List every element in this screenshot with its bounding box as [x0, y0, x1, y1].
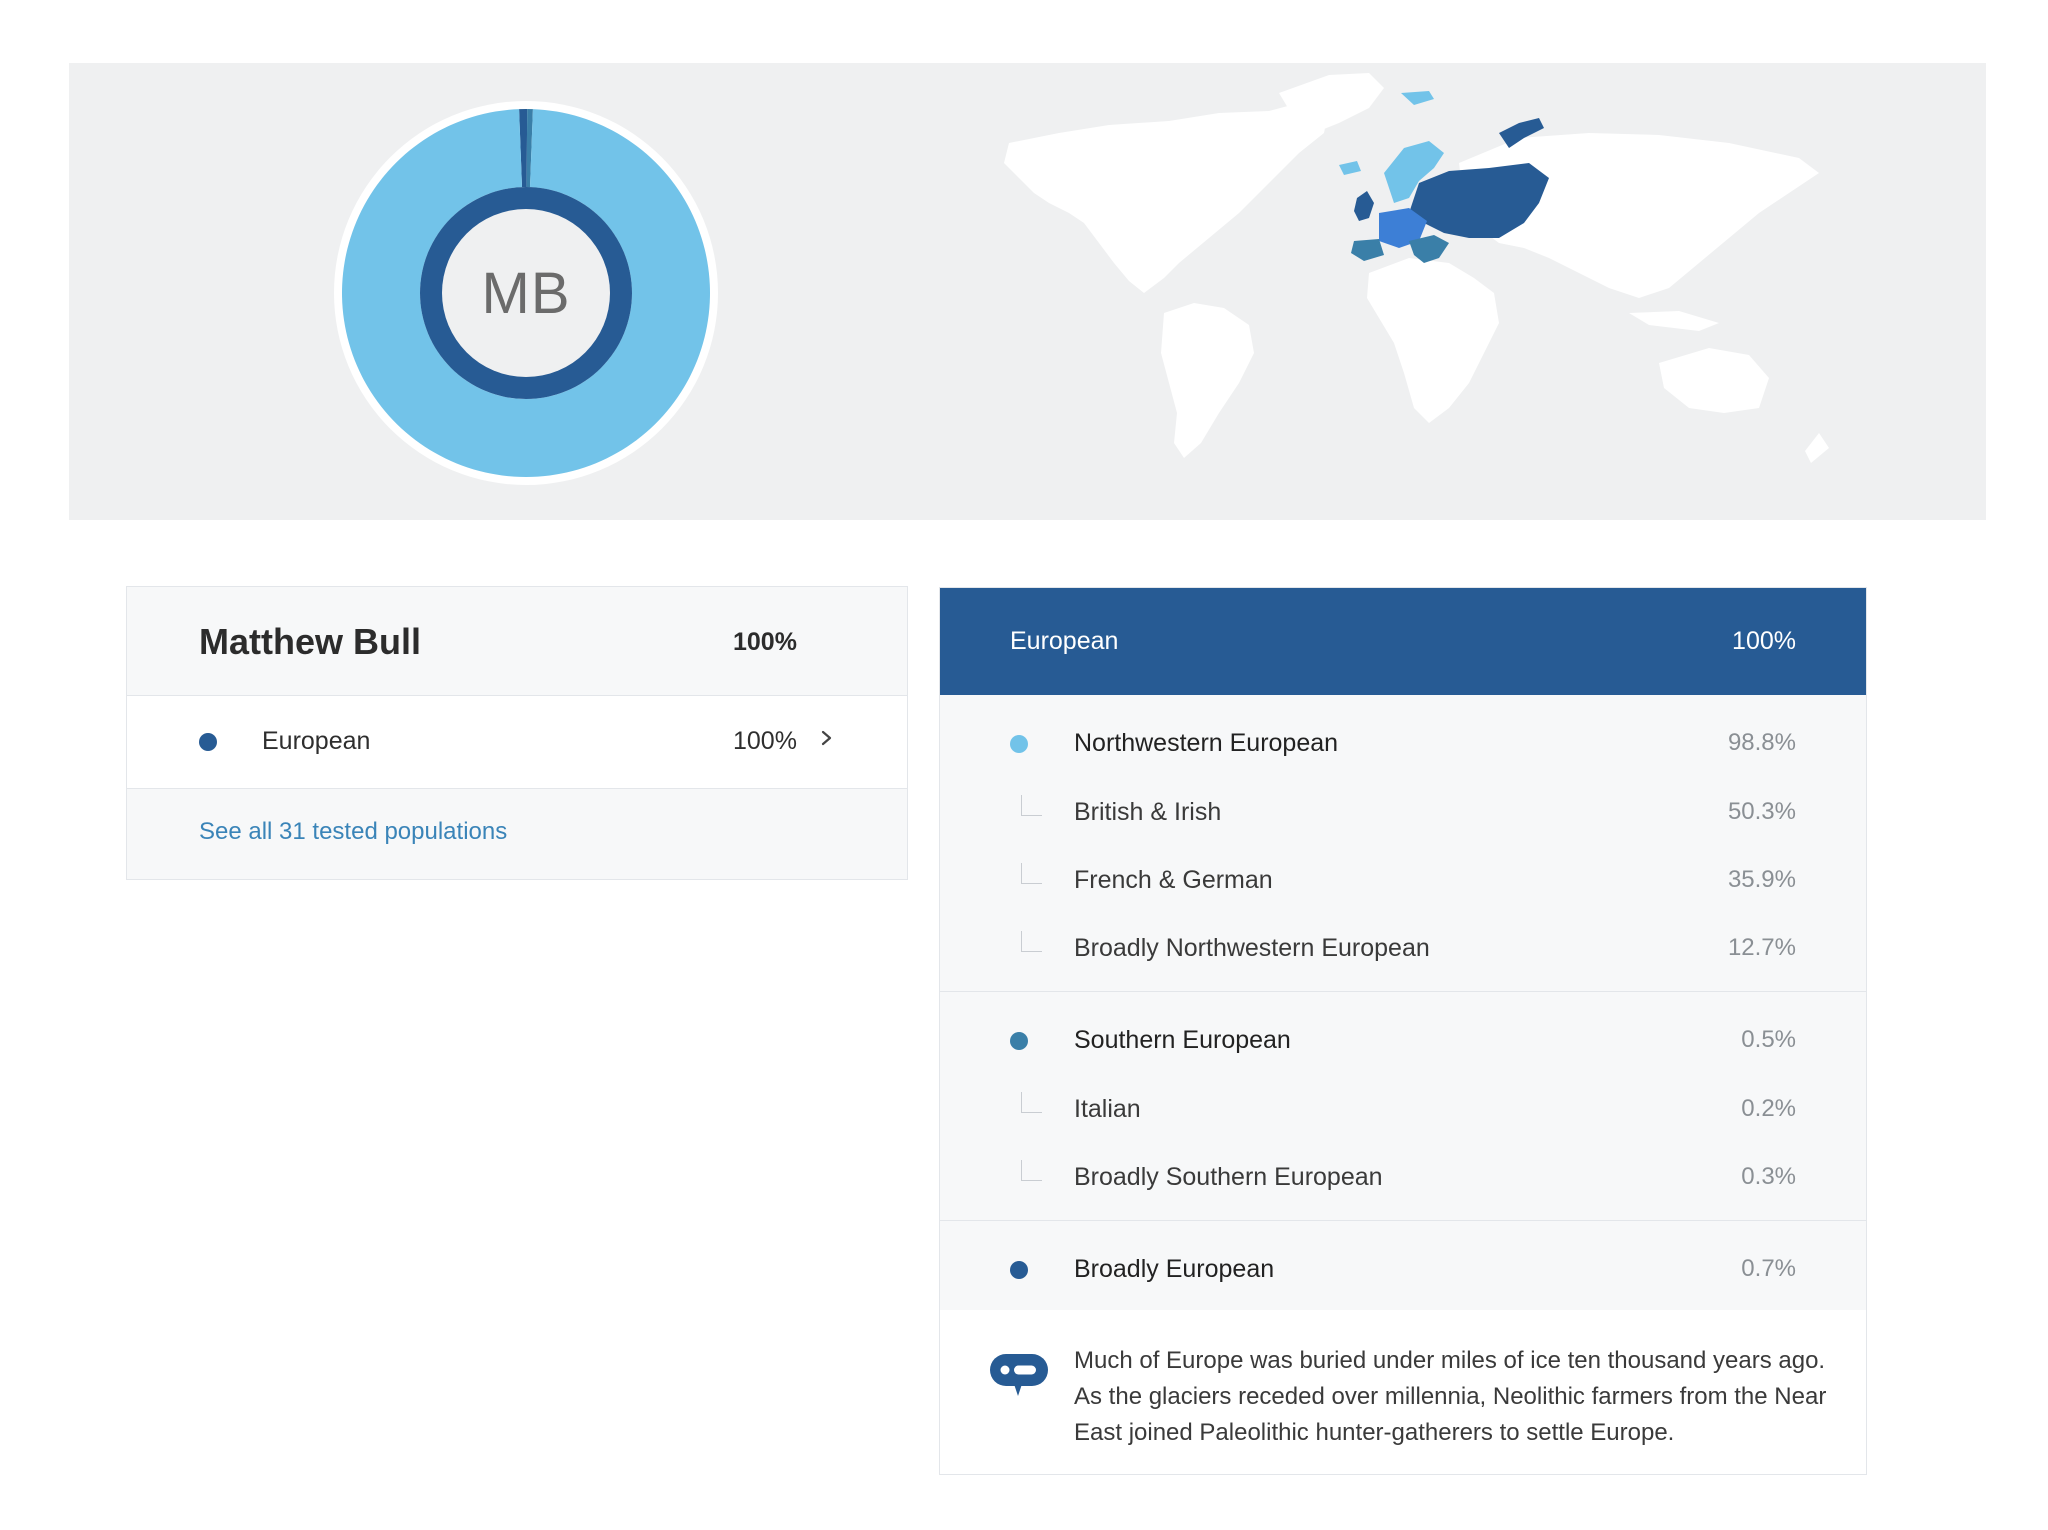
subgroup-label: Broadly Northwestern European [1074, 934, 1430, 962]
population-label: European [262, 727, 371, 755]
ancestry-breakdown-card: European 100% Northwestern European 98.8… [939, 587, 1867, 1475]
world-map [939, 63, 1919, 520]
region-info-text: Much of Europe was buried under miles of… [1074, 1347, 1827, 1446]
map-central-europe [1379, 208, 1427, 248]
donut-svg [334, 101, 718, 485]
chat-bubble-icon [990, 1354, 1048, 1396]
map-eastern-europe [1409, 163, 1549, 238]
subgroup-row[interactable]: French & German 35.9% [940, 839, 1866, 907]
profile-total-percent: 100% [733, 628, 797, 656]
map-indonesia [1629, 311, 1719, 331]
donut-segment-broadly-european [519, 109, 528, 188]
population-percent: 100% [733, 727, 797, 755]
profile-summary-card: Matthew Bull 100% European 100% See all … [126, 586, 908, 880]
tree-branch-line [1021, 1092, 1042, 1113]
map-svalbard [1401, 91, 1434, 105]
subgroup-percent: 12.7% [1727, 934, 1796, 961]
tree-branch-line [1021, 1160, 1042, 1181]
map-italy-balkans [1409, 235, 1449, 263]
group-percent: 98.8% [1727, 729, 1796, 756]
group-label: Northwestern European [1074, 729, 1339, 757]
population-row-european[interactable]: European 100% [127, 696, 907, 789]
map-south-america [1161, 303, 1254, 458]
tree-branch-line [1021, 795, 1042, 816]
subgroup-label: Broadly Southern European [1074, 1163, 1383, 1191]
profile-name: Matthew Bull [199, 621, 421, 662]
group-row[interactable]: Southern European 0.5% [940, 992, 1866, 1068]
chevron-right-icon [821, 730, 832, 746]
map-new-zealand [1805, 433, 1829, 463]
map-russia-north [1499, 118, 1544, 148]
subgroup-percent: 50.3% [1727, 798, 1796, 825]
ancestry-donut-chart: MB [332, 99, 720, 487]
tree-branch-line [1021, 931, 1042, 952]
subgroup-row[interactable]: Italian 0.2% [940, 1068, 1866, 1136]
breakdown-total-percent: 100% [1732, 627, 1796, 655]
map-africa [1367, 258, 1499, 423]
see-all-populations-link[interactable]: See all 31 tested populations [199, 818, 508, 845]
profile-header: Matthew Bull 100% [127, 587, 907, 696]
map-british-isles [1354, 191, 1374, 221]
donut-segment-northwestern-european [341, 109, 710, 477]
donut-segment-southern-european [526, 109, 533, 188]
breakdown-header: European 100% [940, 588, 1866, 695]
tree-branch-line [1021, 863, 1042, 884]
group-percent: 0.7% [1741, 1255, 1796, 1282]
group-label: Southern European [1074, 1026, 1291, 1054]
map-iceland [1339, 161, 1361, 175]
subgroup-row[interactable]: British & Irish 50.3% [940, 771, 1866, 839]
map-australia [1659, 348, 1769, 413]
group-northwestern-european: Northwestern European 98.8% British & Ir… [940, 695, 1866, 992]
map-scandinavia [1384, 141, 1444, 203]
donut-center [442, 209, 610, 377]
group-row[interactable]: Broadly European 0.7% [940, 1221, 1866, 1297]
subgroup-percent: 0.2% [1741, 1095, 1796, 1122]
subgroup-label: British & Irish [1074, 798, 1222, 826]
subgroup-label: Italian [1074, 1095, 1141, 1123]
map-iberia [1351, 239, 1384, 261]
ancestry-hero: MB [69, 63, 1986, 520]
group-percent: 0.5% [1741, 1026, 1796, 1053]
population-dot [199, 733, 217, 751]
subgroup-row[interactable]: Broadly Southern European 0.3% [940, 1136, 1866, 1204]
subgroup-row[interactable]: Broadly Northwestern European 12.7% [940, 907, 1866, 975]
subgroup-label: French & German [1074, 866, 1273, 894]
group-label: Broadly European [1074, 1255, 1275, 1283]
group-row[interactable]: Northwestern European 98.8% [940, 695, 1866, 771]
group-dot [1010, 1261, 1028, 1279]
region-info-note: Much of Europe was buried under miles of… [940, 1310, 1866, 1474]
group-dot [1010, 735, 1028, 753]
map-north-america [1004, 103, 1329, 293]
map-asia [1459, 133, 1819, 298]
group-southern-european: Southern European 0.5% Italian 0.2% Broa… [940, 992, 1866, 1221]
subgroup-percent: 0.3% [1741, 1163, 1796, 1190]
group-broadly-european: Broadly European 0.7% [940, 1221, 1866, 1312]
group-dot [1010, 1032, 1028, 1050]
map-greenland [1279, 73, 1384, 133]
avatar-initials: MB [481, 260, 571, 326]
subgroup-percent: 35.9% [1727, 866, 1796, 893]
breakdown-title: European [1010, 627, 1119, 655]
